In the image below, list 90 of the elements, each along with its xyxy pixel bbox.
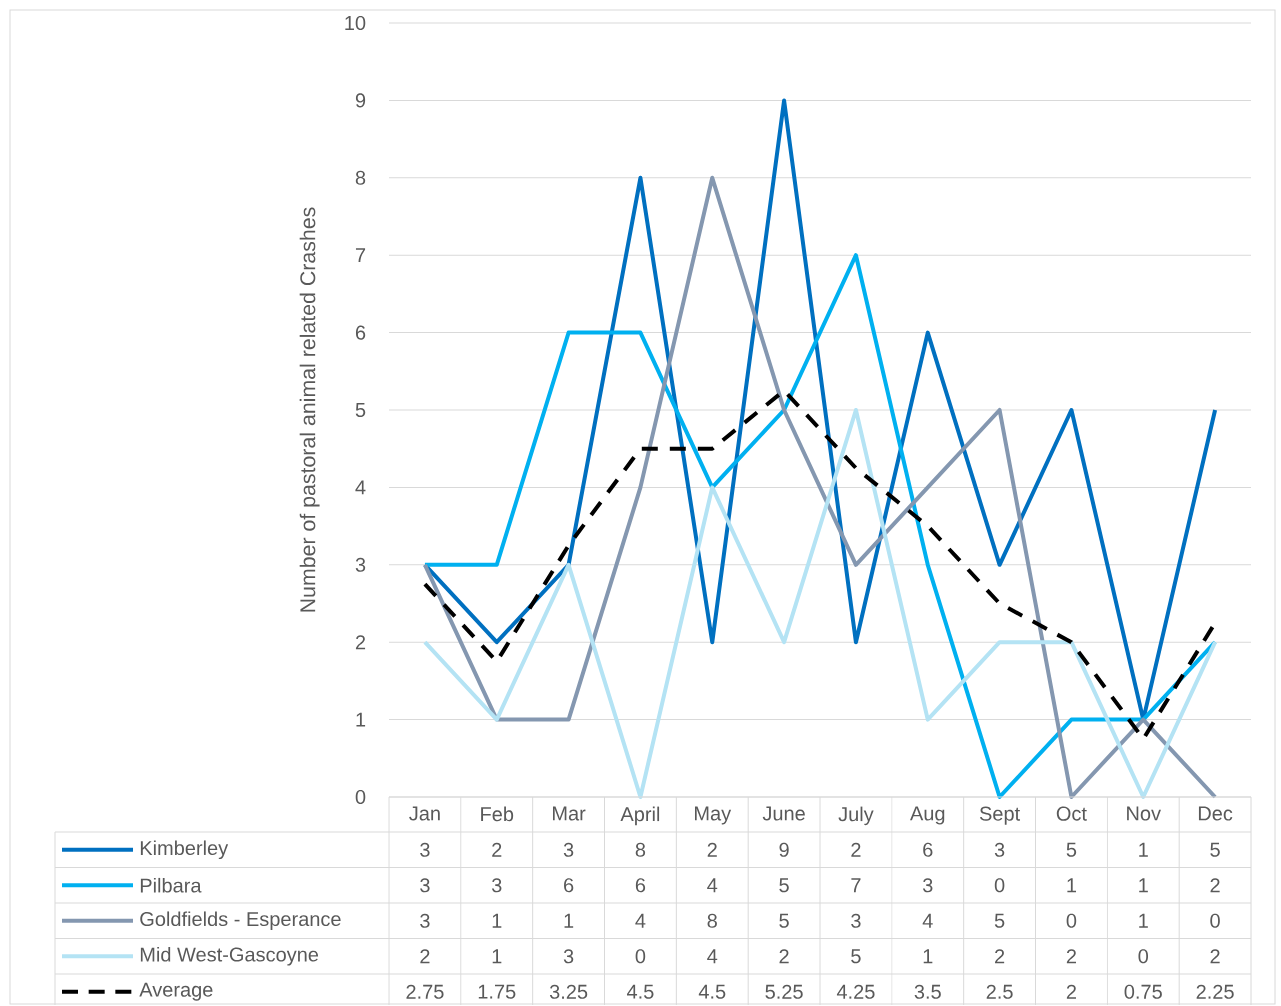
data-label: 2 — [1210, 949, 1220, 964]
data-label: 8 — [707, 913, 717, 929]
x-tick-label: Oct — [1056, 806, 1087, 821]
y-tick-label: 9 — [355, 93, 366, 108]
data-label: 2 — [707, 843, 717, 857]
data-label: 2 — [1066, 985, 1076, 999]
x-tick-label: May — [695, 806, 732, 825]
data-label: 5 — [1066, 843, 1077, 857]
data-label: 2 — [420, 949, 430, 964]
data-label: 4 — [707, 949, 718, 964]
data-label: 3.25 — [549, 984, 588, 1000]
data-label: 0 — [994, 878, 1005, 893]
line-series — [422, 408, 1218, 800]
y-tick-label: 7 — [355, 248, 366, 263]
legend-label: Kimberley — [140, 840, 229, 860]
y-tick-label: 3 — [355, 557, 366, 573]
data-label: 3 — [420, 913, 430, 929]
y-tick-label: 0 — [355, 790, 366, 805]
data-label: 6 — [923, 842, 933, 858]
legend-label: Mid West-Gascoyne — [140, 947, 319, 966]
data-label: 0.75 — [1124, 984, 1162, 1000]
data-label: 2.25 — [1196, 984, 1234, 1000]
data-label: 1 — [492, 949, 502, 964]
data-label: 2.75 — [406, 984, 444, 1000]
data-label: 1 — [923, 949, 933, 964]
data-label: 1.75 — [478, 985, 516, 999]
data-label: 2.5 — [986, 984, 1013, 1000]
data-label: 0 — [1138, 949, 1149, 964]
data-label: 3 — [420, 878, 430, 893]
x-tick-label: Dec — [1198, 806, 1233, 821]
y-axis-title: Number of pastoral animal related Crashes — [299, 207, 320, 612]
x-tick-label: July — [838, 806, 874, 826]
data-label: 2 — [995, 949, 1005, 964]
y-tick-label: 4 — [355, 480, 366, 495]
data-label: 2 — [1066, 949, 1076, 964]
y-tick-label: 1 — [356, 712, 366, 727]
data-label: 6 — [635, 878, 646, 893]
data-label: 3 — [563, 842, 574, 858]
y-tick-label: 5 — [355, 403, 366, 418]
x-tick-label: Aug — [910, 806, 945, 825]
data-label: 5 — [1210, 843, 1220, 857]
data-label: 4 — [635, 914, 646, 928]
y-tick-label: 8 — [355, 170, 366, 186]
y-tick-label: 10 — [345, 16, 366, 31]
data-label: 3 — [994, 842, 1005, 858]
x-tick-label: Nov — [1127, 806, 1161, 821]
legend-label: Average — [139, 983, 213, 1001]
legend-label: Pilbara — [140, 878, 202, 893]
data-label: 0 — [635, 949, 646, 964]
data-label: 5 — [779, 878, 789, 893]
data-label: 2 — [851, 843, 861, 857]
x-tick-label: Sept — [979, 806, 1021, 825]
data-label: 3 — [420, 842, 430, 858]
y-tick-label: 2 — [355, 635, 366, 650]
data-label: 5.25 — [765, 984, 803, 1000]
data-label: 4 — [922, 914, 933, 928]
data-label: 1 — [1139, 843, 1148, 857]
data-label: 8 — [635, 842, 646, 858]
data-label: 3 — [922, 878, 933, 893]
data-label: 4 — [707, 878, 718, 893]
data-label: 1 — [492, 914, 502, 928]
data-label: 3.5 — [914, 984, 941, 1000]
data-label: 2 — [492, 843, 502, 857]
data-label: 1 — [1067, 878, 1077, 893]
data-label: 7 — [851, 878, 861, 893]
data-label: 1 — [1139, 914, 1148, 928]
data-label: 4.5 — [626, 985, 654, 999]
data-label: 5 — [779, 914, 789, 928]
data-label: 4.25 — [836, 984, 875, 1000]
x-tick-label: Feb — [481, 806, 514, 822]
data-label: 2 — [1210, 878, 1220, 893]
x-tick-label: June — [762, 806, 805, 821]
data-label: 9 — [779, 842, 789, 858]
x-tick-label: Mar — [553, 806, 586, 821]
data-label: 0 — [1066, 913, 1077, 929]
data-label: 2 — [779, 949, 789, 964]
data-label: 3 — [563, 949, 574, 964]
x-tick-label: April — [620, 806, 660, 826]
x-tick-label: Jan — [409, 806, 440, 821]
data-label: 3 — [851, 913, 861, 929]
data-label: 1 — [1139, 878, 1148, 893]
data-label: 5 — [994, 914, 1005, 928]
data-label: 6 — [564, 878, 574, 893]
data-label: 4.5 — [698, 985, 726, 999]
y-tick-label: 6 — [355, 325, 366, 340]
data-label: 3 — [491, 878, 502, 893]
data-label: 1 — [564, 914, 574, 928]
data-label: 0 — [1210, 913, 1220, 929]
legend-label: Goldfields - Esperance — [140, 911, 341, 931]
data-label: 5 — [851, 949, 861, 964]
